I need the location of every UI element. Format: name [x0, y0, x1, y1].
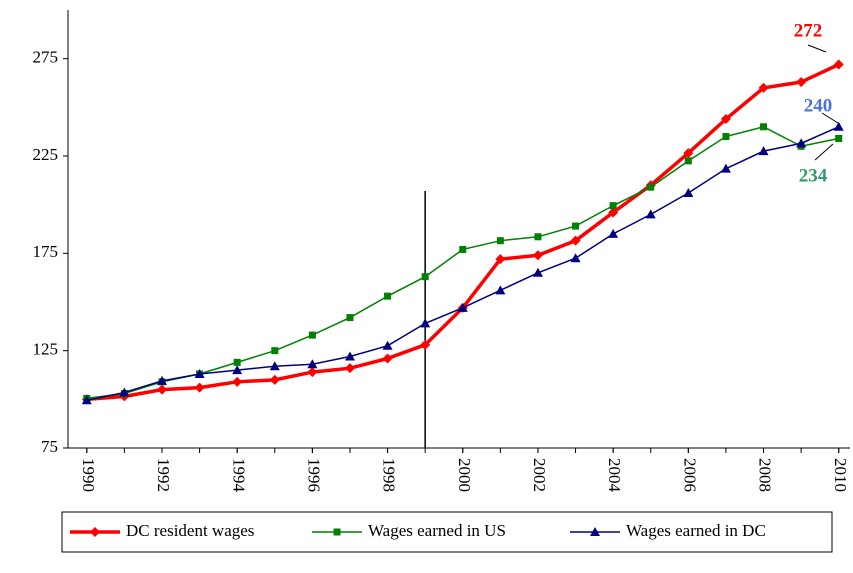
- data-point: [570, 235, 581, 246]
- data-point: [156, 384, 167, 395]
- legend-label: Wages earned in US: [368, 521, 506, 540]
- y-tick-label: 125: [33, 340, 59, 359]
- data-point: [269, 361, 280, 371]
- data-point: [532, 250, 543, 261]
- data-point: [534, 233, 542, 241]
- data-point: [459, 245, 467, 253]
- data-point: [194, 382, 205, 393]
- data-point: [722, 133, 730, 141]
- data-point: [608, 228, 619, 238]
- data-point: [420, 339, 431, 350]
- data-point: [796, 138, 807, 148]
- data-point: [307, 367, 318, 378]
- data-point: [645, 209, 656, 219]
- data-point: [760, 123, 768, 131]
- data-point: [720, 114, 731, 125]
- data-point: [308, 331, 316, 339]
- data-point: [271, 347, 279, 355]
- x-tick-label: 1992: [154, 458, 173, 492]
- data-point: [572, 222, 580, 230]
- data-point: [684, 157, 692, 165]
- data-point: [119, 387, 130, 397]
- leader-line: [814, 143, 834, 161]
- data-point: [344, 351, 355, 361]
- data-point: [194, 369, 205, 379]
- data-point: [758, 146, 769, 156]
- data-point: [496, 237, 504, 245]
- data-point: [457, 302, 468, 312]
- x-tick-label: 1994: [229, 458, 248, 493]
- legend-marker: [590, 527, 600, 536]
- legend-marker: [333, 528, 341, 536]
- data-point: [835, 134, 843, 142]
- x-tick-label: 2002: [530, 458, 549, 492]
- end-value-label: 234: [799, 165, 828, 186]
- leader-line: [807, 44, 827, 53]
- legend-marker: [90, 527, 100, 537]
- data-point: [81, 395, 92, 405]
- x-tick-label: 2000: [455, 458, 474, 492]
- data-point: [420, 318, 431, 328]
- legend-box: [61, 511, 833, 553]
- data-point: [683, 148, 694, 159]
- end-value-label: 272: [794, 20, 823, 41]
- data-point: [532, 267, 543, 277]
- data-point: [346, 314, 354, 322]
- y-tick-label: 175: [33, 242, 59, 261]
- data-point: [232, 365, 243, 375]
- x-tick-label: 2004: [605, 458, 624, 493]
- data-point: [720, 163, 731, 173]
- x-tick-label: 1996: [304, 458, 323, 492]
- x-tick-label: 2008: [756, 458, 775, 492]
- x-tick-label: 1998: [380, 458, 399, 492]
- data-point: [382, 353, 393, 364]
- end-value-label: 240: [804, 95, 833, 116]
- data-point: [233, 358, 241, 366]
- data-point: [609, 202, 617, 210]
- data-point: [307, 359, 318, 369]
- data-point: [608, 207, 619, 218]
- data-point: [647, 183, 655, 191]
- legend-label: Wages earned in DC: [626, 521, 766, 540]
- data-point: [382, 340, 393, 350]
- data-point: [570, 253, 581, 263]
- legend-label: DC resident wages: [126, 521, 254, 540]
- data-point: [495, 285, 506, 295]
- data-point: [683, 187, 694, 197]
- data-point: [384, 292, 392, 300]
- x-tick-label: 1990: [79, 458, 98, 492]
- data-point: [758, 82, 769, 93]
- data-point: [232, 376, 243, 387]
- x-tick-label: 2010: [831, 458, 850, 492]
- x-tick-label: 2006: [680, 458, 699, 492]
- data-point: [344, 363, 355, 374]
- data-point: [833, 121, 844, 131]
- y-tick-label: 275: [33, 48, 59, 67]
- data-point: [495, 254, 506, 265]
- data-point: [833, 59, 844, 70]
- data-point: [796, 77, 807, 88]
- data-point: [421, 273, 429, 281]
- data-point: [269, 374, 280, 385]
- y-tick-label: 225: [33, 145, 59, 164]
- y-tick-label: 75: [41, 437, 58, 456]
- data-point: [156, 375, 167, 385]
- leader-line: [821, 112, 839, 124]
